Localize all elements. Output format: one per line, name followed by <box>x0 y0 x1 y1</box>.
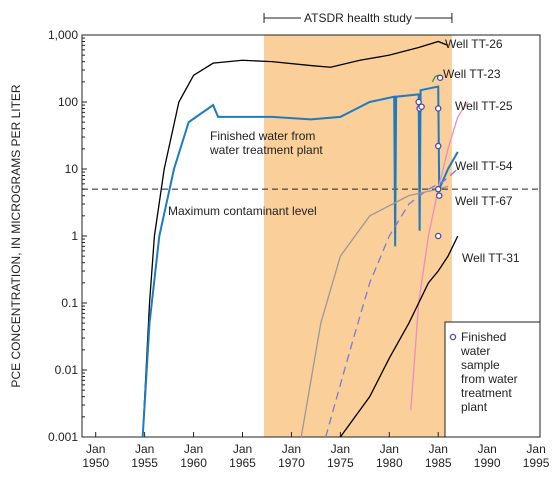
text-line: 1965 <box>229 456 256 470</box>
x-tick-label: Jan 1995 <box>523 442 550 470</box>
text-line: Jan <box>380 442 399 456</box>
text-line: water treatment plant <box>209 143 323 157</box>
sample-point <box>434 105 442 112</box>
series-label: Well TT-67 <box>455 194 513 208</box>
reference-label: Maximum contaminant level <box>168 204 317 218</box>
x-tick-label: Jan 1990 <box>474 442 501 470</box>
text-line: Jan <box>477 442 496 456</box>
text-line: Finished <box>461 330 506 344</box>
sample-point <box>434 232 442 240</box>
x-tick-label: Jan 1950 <box>82 442 109 470</box>
text-line: sample <box>461 358 500 372</box>
y-tick-label: 0.001 <box>48 430 78 444</box>
text-line: 1995 <box>523 456 550 470</box>
text-line: Jan <box>135 442 154 456</box>
y-tick-label: 0.1 <box>61 296 78 310</box>
series-label: Well TT-54 <box>455 159 513 173</box>
text-line: Jan <box>86 442 105 456</box>
y-tick-label: 10 <box>65 162 79 176</box>
sample-point <box>434 142 442 150</box>
text-line: water <box>460 344 490 358</box>
x-tick-label: Jan 1970 <box>278 442 305 470</box>
series-label: Well TT-23 <box>443 67 501 81</box>
label-bg <box>301 11 415 25</box>
y-tick-label: 100 <box>58 95 78 109</box>
text-line: 1950 <box>82 456 109 470</box>
text-line: 1955 <box>131 456 158 470</box>
text-line: Jan <box>184 442 203 456</box>
text-line: Jan <box>429 442 448 456</box>
y-tick-label: 0.01 <box>55 363 79 377</box>
legend <box>444 321 541 438</box>
sample-point <box>436 74 444 82</box>
text-line: 1990 <box>474 456 501 470</box>
y-tick-label: 1 <box>71 229 78 243</box>
y-axis-label: PCE CONCENTRATION, IN MICROGRAMS PER LIT… <box>9 84 23 387</box>
sample-point <box>415 98 422 106</box>
text-line: 1960 <box>180 456 207 470</box>
x-tick-label: Jan 1965 <box>229 442 256 470</box>
text-line: 1975 <box>327 456 354 470</box>
series-label: Finished water from water treatment plant <box>209 129 323 157</box>
text-line: 1980 <box>376 456 403 470</box>
text-line: Jan <box>331 442 350 456</box>
series-label: Well TT-31 <box>462 251 520 265</box>
text-line: 1970 <box>278 456 305 470</box>
sample-point <box>435 192 443 199</box>
x-tick-label: Jan 1975 <box>327 442 354 470</box>
text-line: from water <box>461 372 518 386</box>
shaded-period <box>264 35 452 437</box>
x-tick-label: Jan 1980 <box>376 442 403 470</box>
text-line: 1985 <box>425 456 452 470</box>
sample-point <box>434 185 442 193</box>
text-line: Finished water from <box>210 129 315 143</box>
text-line: plant <box>461 400 488 414</box>
series-line <box>339 235 459 438</box>
series-line <box>141 85 459 438</box>
x-tick-label: Jan 1955 <box>131 442 158 470</box>
series-label: Well TT-26 <box>445 37 503 51</box>
series-label: Well TT-25 <box>455 99 513 113</box>
sample-point <box>418 103 425 110</box>
series-line <box>325 168 459 438</box>
x-tick-label: Jan 1960 <box>180 442 207 470</box>
legend-marker <box>449 333 457 341</box>
x-tick-label: Jan 1985 <box>425 442 452 470</box>
text-line: Jan <box>526 442 545 456</box>
text-line: Jan <box>282 442 301 456</box>
series-line <box>142 40 449 438</box>
text-line: treatment <box>461 386 512 400</box>
legend-label: Finished water sample from water treatment pl… <box>460 330 518 414</box>
period-label: ATSDR health study <box>304 11 412 25</box>
text-line: Jan <box>233 442 252 456</box>
y-tick-label: 1,000 <box>48 28 78 42</box>
